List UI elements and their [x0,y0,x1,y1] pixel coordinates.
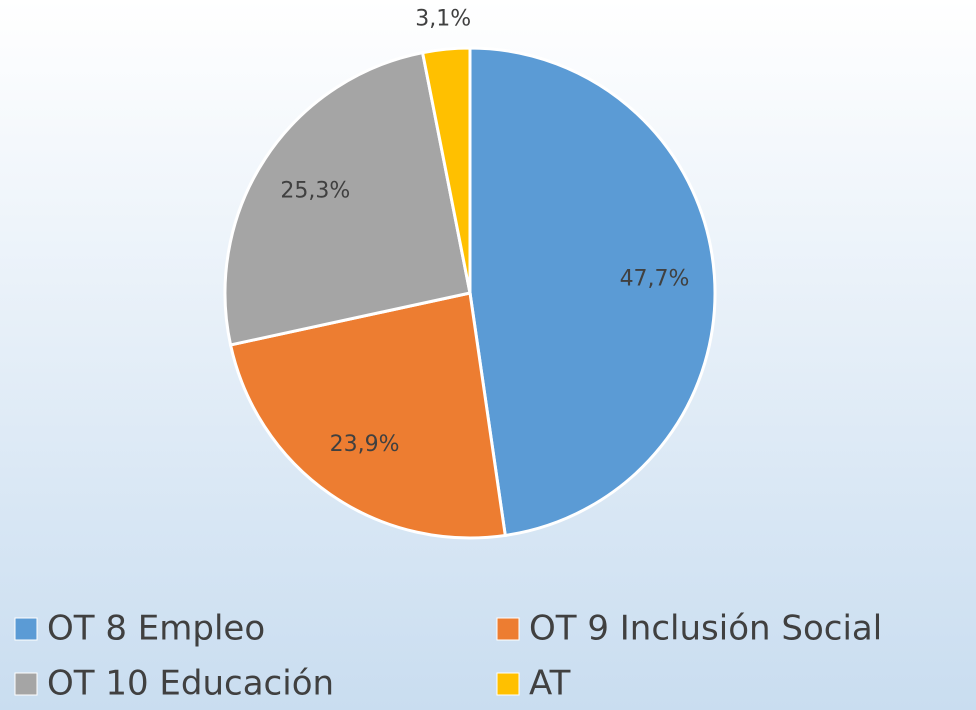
legend-swatch [14,617,38,641]
legend-label: OT 10 Educación [47,664,334,704]
pie-slice [420,46,472,294]
data-label: 25,3% [280,178,350,203]
legend-swatch [496,617,520,641]
data-labels: 47,7% 23,9% 25,3% 3,1% [280,6,689,457]
data-label: 3,1% [415,6,471,31]
legend-label: OT 8 Empleo [47,609,265,649]
legend-label: OT 9 Inclusión Social [529,609,882,649]
pie-slice [223,50,472,347]
pie [223,46,717,540]
legend-swatch [496,672,520,696]
data-label: 47,7% [620,267,690,292]
legend-label: AT [529,664,571,704]
pie-slice [228,291,507,540]
pie-slice [468,46,717,538]
legend-swatch [14,672,38,696]
data-label: 23,9% [330,432,400,457]
legend: OT 8 Empleo OT 9 Inclusión Social OT 10 Ed… [14,609,882,704]
